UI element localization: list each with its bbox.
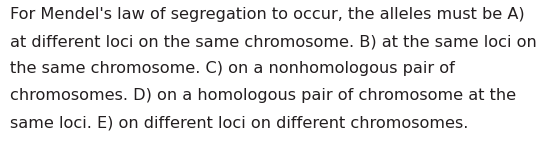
Text: chromosomes. D) on a homologous pair of chromosome at the: chromosomes. D) on a homologous pair of … (10, 88, 516, 103)
Text: the same chromosome. C) on a nonhomologous pair of: the same chromosome. C) on a nonhomologo… (10, 61, 455, 76)
Text: For Mendel's law of segregation to occur, the alleles must be A): For Mendel's law of segregation to occur… (10, 7, 525, 22)
Text: same loci. E) on different loci on different chromosomes.: same loci. E) on different loci on diffe… (10, 115, 468, 130)
Text: at different loci on the same chromosome. B) at the same loci on: at different loci on the same chromosome… (10, 34, 537, 49)
